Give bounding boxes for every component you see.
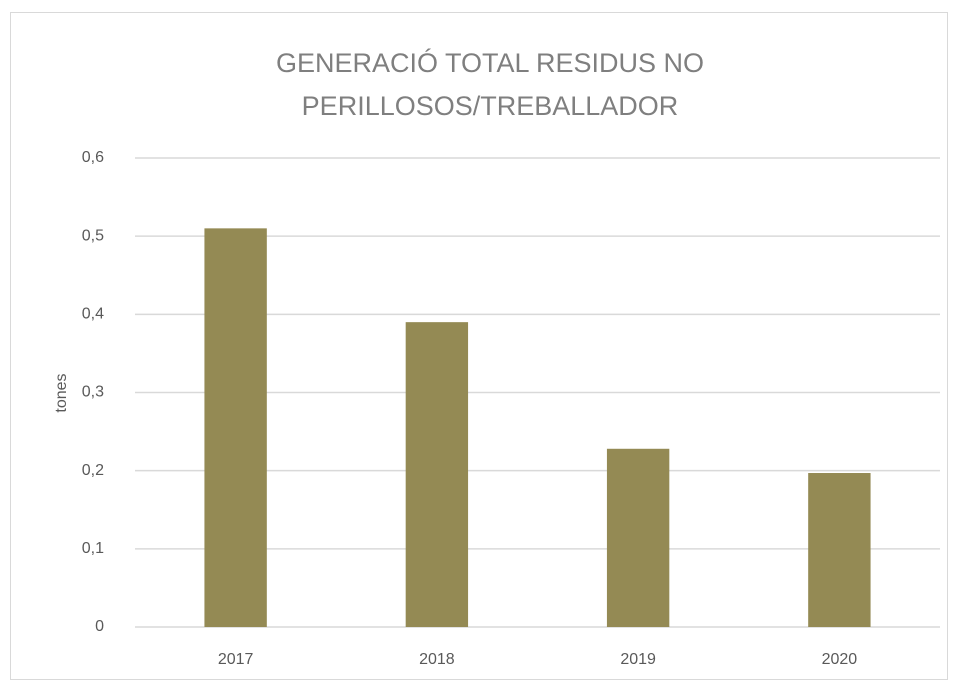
bar [808,473,871,627]
y-tick-label: 0,1 [82,540,104,557]
x-tick-label: 2020 [822,651,858,668]
bar [405,322,469,627]
chart-frame [10,12,948,680]
x-tick-label: 2018 [419,651,455,668]
x-tick-label: 2019 [620,651,656,668]
y-axis-label: tones [53,373,70,412]
x-tick-label: 2017 [218,651,254,668]
y-tick-label: 0,3 [82,384,104,401]
y-tick-label: 0,4 [82,306,104,323]
bar [204,228,267,627]
bar [606,448,670,627]
y-tick-label: 0,2 [82,462,104,479]
y-tick-label: 0,6 [82,149,104,166]
y-tick-label: 0,5 [82,227,104,244]
chart-title: GENERACIÓ TOTAL RESIDUS NO PERILLOSOS/TR… [275,48,705,121]
y-tick-label: 0 [95,618,104,635]
